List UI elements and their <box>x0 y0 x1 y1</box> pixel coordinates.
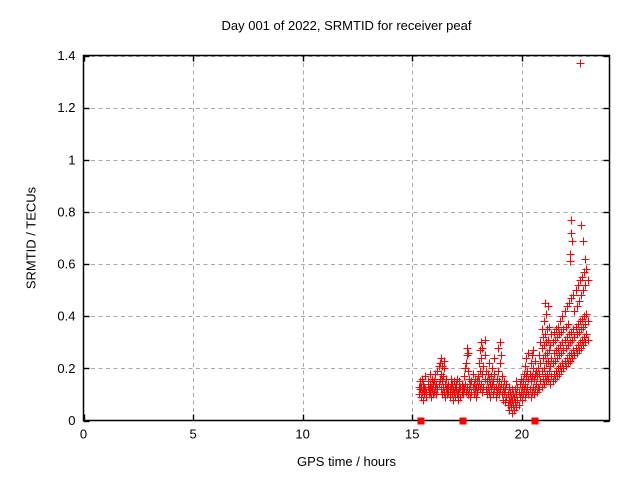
y-tick-label: 0 <box>68 413 75 428</box>
y-axis-label: SRMTID / TECUs <box>23 186 39 290</box>
data-point-square-marker <box>459 417 467 425</box>
x-tick-label: 0 <box>80 427 87 442</box>
y-tick-label: 1.4 <box>57 48 75 63</box>
y-tick-label: 1.2 <box>57 100 75 115</box>
chart-title: Day 001 of 2022, SRMTID for receiver pea… <box>221 18 472 33</box>
x-axis-label: GPS time / hours <box>297 454 396 469</box>
x-tick-label: 10 <box>295 427 309 442</box>
x-tick-label: 5 <box>189 427 196 442</box>
x-tick-label: 15 <box>405 427 419 442</box>
data-points-plus-markers <box>415 59 593 418</box>
y-tick-label: 0.4 <box>57 309 75 324</box>
y-tick-label: 0.6 <box>57 257 75 272</box>
plot-border <box>82 54 611 422</box>
data-point-square-marker <box>531 417 539 425</box>
y-tick-label: 0.8 <box>57 204 75 219</box>
data-point-square-marker <box>417 417 425 425</box>
y-tick-label: 1 <box>68 152 75 167</box>
y-tick-label: 0.2 <box>57 361 75 376</box>
x-tick-label: 20 <box>515 427 529 442</box>
